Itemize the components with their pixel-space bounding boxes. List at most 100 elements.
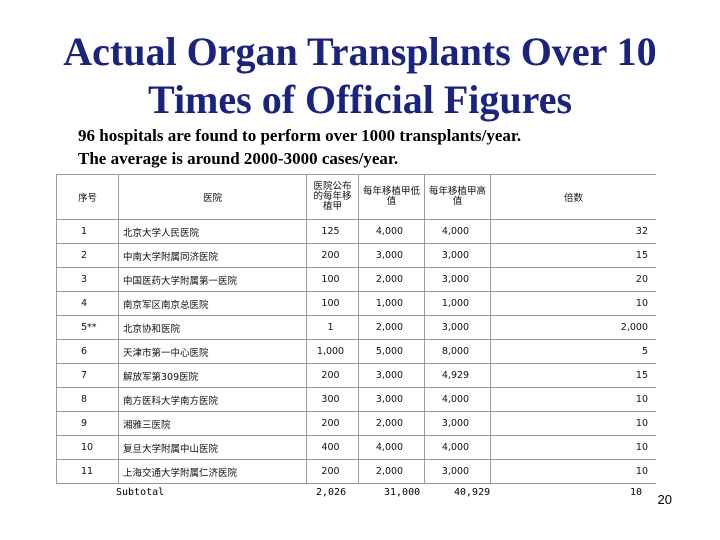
cell-hospital: 解放军第309医院 [118,363,307,388]
cell-high: 4,929 [424,363,491,388]
cell-seq: 2 [56,243,119,268]
subtotal-low: 31,000 [384,487,421,498]
table-row: 8 南方医科大学南方医院 300 3,000 4,000 10 [56,387,656,412]
cell-seq: 1 [56,219,119,244]
cell-seq: 11 [56,459,119,484]
table-row: 4 南京军区南京总医院 100 1,000 1,000 10 [56,291,656,316]
header-reported: 医院公布的每年移植甲 [306,174,359,220]
subtitle-line-1: 96 hospitals are found to perform over 1… [78,126,522,145]
cell-low: 5,000 [358,339,425,364]
cell-hospital: 天津市第一中心医院 [118,339,307,364]
cell-high: 3,000 [424,315,491,340]
cell-hospital: 复旦大学附属中山医院 [118,435,307,460]
title-line-1: Actual Organ Transplants Over 10 [63,29,657,74]
cell-seq: 8 [56,387,119,412]
table-row: 3 中国医药大学附属第一医院 100 2,000 3,000 20 [56,267,656,292]
cell-reported: 125 [306,219,359,244]
cell-seq: 3 [56,267,119,292]
cell-high: 4,000 [424,387,491,412]
cell-hospital: 北京大学人民医院 [118,219,307,244]
cell-multiple: 10 [490,411,656,436]
table-row: 9 湘雅三医院 200 2,000 3,000 10 [56,411,656,436]
table-header-row: 序号 医院 医院公布的每年移植甲 每年移植甲低值 每年移植甲高值 倍数 [56,174,656,220]
cell-hospital: 上海交通大学附属仁济医院 [118,459,307,484]
transplant-table: 序号 医院 医院公布的每年移植甲 每年移植甲低值 每年移植甲高值 倍数 1 北京大… [56,174,656,484]
cell-low: 2,000 [358,459,425,484]
cell-reported: 100 [306,291,359,316]
cell-multiple: 2,000 [490,315,656,340]
cell-multiple: 32 [490,219,656,244]
cell-seq: 6 [56,339,119,364]
table-row: 11 上海交通大学附属仁济医院 200 2,000 3,000 10 [56,459,656,484]
cell-reported: 300 [306,387,359,412]
cell-reported: 200 [306,363,359,388]
cell-reported: 200 [306,243,359,268]
page-number: 20 [657,492,672,507]
subtitle-line-2: The average is around 2000-3000 cases/ye… [78,149,399,168]
subtotal-label: Subtotal [116,487,165,498]
cell-hospital: 北京协和医院 [118,315,307,340]
cell-seq: 10 [56,435,119,460]
table-row: 6 天津市第一中心医院 1,000 5,000 8,000 5 [56,339,656,364]
cell-reported: 400 [306,435,359,460]
cell-high: 1,000 [424,291,491,316]
slide-subtitle: 96 hospitals are found to perform over 1… [78,124,521,170]
cell-multiple: 10 [490,435,656,460]
table-row: 1 北京大学人民医院 125 4,000 4,000 32 [56,219,656,244]
header-multiple: 倍数 [490,174,656,220]
header-seq: 序号 [56,174,119,220]
cell-hospital: 湘雅三医院 [118,411,307,436]
cell-low: 3,000 [358,243,425,268]
cell-reported: 200 [306,459,359,484]
cell-low: 3,000 [358,387,425,412]
cell-seq: 9 [56,411,119,436]
header-low: 每年移植甲低值 [358,174,425,220]
header-high: 每年移植甲高值 [424,174,491,220]
cell-hospital: 中南大学附属同济医院 [118,243,307,268]
cell-reported: 1 [306,315,359,340]
cell-low: 2,000 [358,315,425,340]
cell-multiple: 5 [490,339,656,364]
subtotal-multiple: 10 [630,487,643,498]
cell-multiple: 10 [490,291,656,316]
cell-low: 2,000 [358,267,425,292]
transplant-table-image: 序号 医院 医院公布的每年移植甲 每年移植甲低值 每年移植甲高值 倍数 1 北京大… [56,174,656,486]
cell-reported: 1,000 [306,339,359,364]
header-hospital: 医院 [118,174,307,220]
cell-low: 1,000 [358,291,425,316]
cell-multiple: 15 [490,363,656,388]
cell-multiple: 15 [490,243,656,268]
title-line-2: Times of Official Figures [147,77,573,122]
cell-low: 4,000 [358,435,425,460]
cell-reported: 200 [306,411,359,436]
cell-high: 4,000 [424,435,491,460]
table-row: 2 中南大学附属同济医院 200 3,000 3,000 15 [56,243,656,268]
cell-low: 2,000 [358,411,425,436]
cell-high: 8,000 [424,339,491,364]
cell-high: 3,000 [424,243,491,268]
cell-hospital: 南方医科大学南方医院 [118,387,307,412]
cell-high: 3,000 [424,411,491,436]
subtotal-high: 40,929 [454,487,491,498]
cell-hospital: 南京军区南京总医院 [118,291,307,316]
cell-low: 4,000 [358,219,425,244]
cell-seq: 4 [56,291,119,316]
cell-multiple: 20 [490,267,656,292]
subtotal-reported: 2,026 [316,487,347,498]
cell-hospital: 中国医药大学附属第一医院 [118,267,307,292]
cell-low: 3,000 [358,363,425,388]
table-row: 5** 北京协和医院 1 2,000 3,000 2,000 [56,315,656,340]
subtotal-row: Subtotal 2,026 31,000 40,929 10 [116,487,656,501]
cell-high: 3,000 [424,267,491,292]
table-row: 10 复旦大学附属中山医院 400 4,000 4,000 10 [56,435,656,460]
cell-high: 4,000 [424,219,491,244]
slide-title: Actual Organ Transplants Over 10 Times o… [0,28,720,124]
cell-multiple: 10 [490,387,656,412]
table-row: 7 解放军第309医院 200 3,000 4,929 15 [56,363,656,388]
cell-seq: 7 [56,363,119,388]
cell-high: 3,000 [424,459,491,484]
cell-seq: 5** [56,315,119,340]
cell-reported: 100 [306,267,359,292]
cell-multiple: 10 [490,459,656,484]
table-body: 1 北京大学人民医院 125 4,000 4,000 32 2 中南大学附属同济医院 200 3,… [56,219,656,484]
